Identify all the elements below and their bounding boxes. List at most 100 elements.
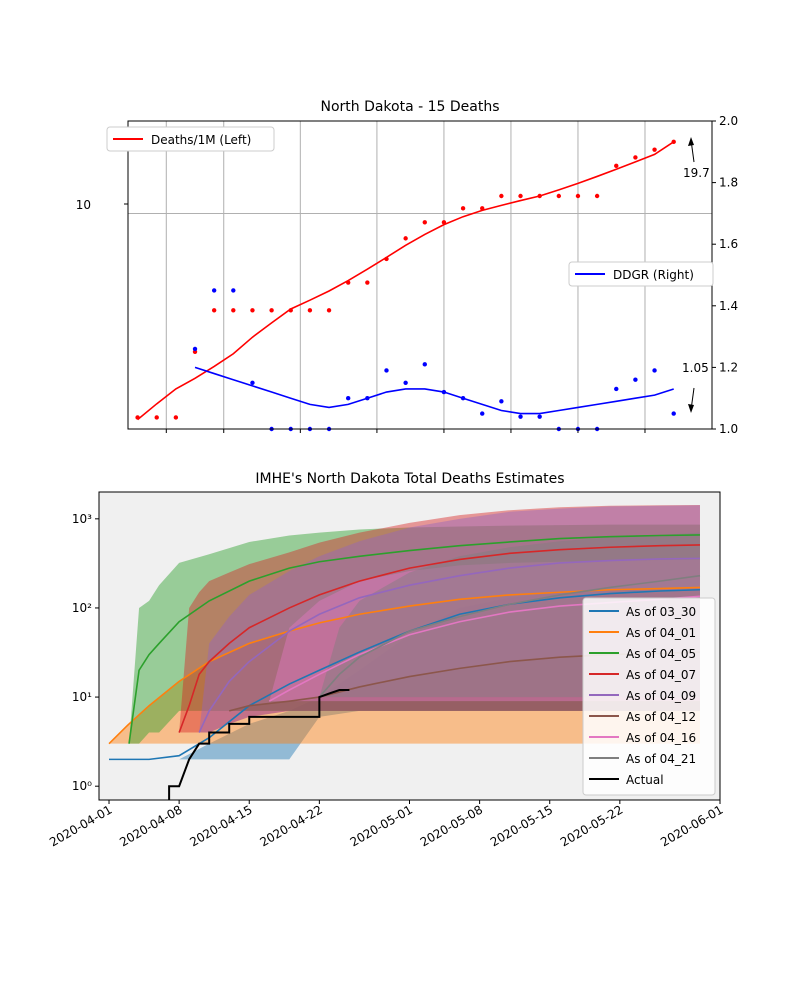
ddgr-point [480, 411, 485, 416]
deaths-point [422, 220, 427, 225]
legend-label: As of 04_05 [626, 647, 696, 661]
ddgr-point [384, 368, 389, 373]
ddgr-point [211, 288, 217, 293]
deaths-point [441, 220, 447, 225]
legend-label: As of 04_07 [626, 668, 696, 682]
top-left-y-ticks: 10 [76, 198, 128, 212]
legend-label: Actual [626, 773, 664, 787]
bottom-chart-title: IMHE's North Dakota Total Deaths Estimat… [255, 471, 564, 487]
ddgr-point [460, 396, 466, 401]
top-right-y-tick-label: 1.4 [719, 299, 738, 313]
ddgr-point [441, 389, 447, 395]
deaths-point [288, 308, 293, 313]
deaths-point [250, 308, 255, 313]
line-as-of-04-09 [198, 557, 700, 733]
legend-label: As of 04_09 [626, 689, 696, 703]
ddgr-point [499, 399, 504, 404]
annotation-ddgr: 1.05 [682, 361, 709, 413]
ddgr-point [652, 368, 657, 373]
deaths-point [460, 206, 466, 211]
bottom-legend-box [582, 597, 716, 796]
bottom-y-tick-label: 10⁰ [72, 779, 92, 793]
deaths-point [269, 308, 274, 313]
annotation-deaths-label: 19.7 [683, 166, 710, 180]
deaths-point [633, 155, 638, 160]
top-right-y-tick-label: 2.0 [719, 114, 738, 128]
top-right-y-tick-label: 1.2 [719, 360, 738, 374]
deaths-point [365, 280, 370, 285]
legend-label: As of 03_30 [626, 605, 696, 619]
deaths-point [480, 206, 485, 211]
deaths-point [518, 193, 523, 199]
deaths-point [403, 236, 408, 241]
deaths-point [499, 193, 504, 199]
ddgr-point [537, 414, 542, 419]
annotation-ddgr-label: 1.05 [682, 361, 709, 375]
ddgr-point [518, 414, 523, 419]
legend-ddgr-label: DDGR (Right) [613, 268, 694, 282]
bottom-y-tick-label: 10² [72, 601, 92, 615]
ddgr-point [365, 396, 370, 401]
ddgr-point [671, 411, 676, 416]
ddgr-point [403, 380, 408, 385]
deaths-point [537, 193, 542, 199]
bottom-y-tick-label: 10³ [72, 512, 92, 526]
top-x-ticks [165, 429, 646, 433]
deaths-point [173, 415, 179, 420]
bottom-y-ticks: 10⁰ 10¹ 10² 10³ [72, 512, 99, 793]
ddgr-point [231, 288, 236, 293]
line-as-of-03-30 [109, 588, 700, 761]
bottom-x-tick-label: 2020-04-22 [257, 802, 324, 849]
bottom-x-tick-label: 2020-05-22 [558, 802, 625, 849]
ddgr-point [192, 346, 198, 352]
bottom-x-tick-label: 2020-05-08 [418, 802, 485, 849]
top-grid [128, 121, 712, 429]
bottom-x-tick-label: 2020-06-01 [658, 802, 725, 849]
deaths-point [231, 308, 236, 313]
legend-label: As of 04_12 [626, 710, 696, 724]
line-as-of-04-05 [128, 534, 700, 744]
top-right-y-tick-label: 1.6 [719, 237, 738, 251]
bottom-y-tick-label: 10¹ [72, 690, 92, 704]
line-as-of-04-21 [318, 574, 701, 698]
legend-label: As of 04_21 [626, 752, 696, 766]
top-right-y-tick-label: 1.0 [719, 422, 738, 436]
bottom-x-tick-label: 2020-04-15 [187, 802, 254, 849]
top-points [135, 139, 676, 432]
deaths-point [211, 308, 217, 313]
top-chart-title: North Dakota - 15 Deaths [320, 99, 499, 115]
annotation-deaths: 19.7 [683, 137, 710, 180]
legend-ddgr: DDGR (Right) [568, 261, 714, 287]
top-right-y-tick-label: 1.8 [719, 176, 738, 190]
bottom-legend: As of 03_30 As of 04_01 As of 04_05 As of 0… [582, 597, 716, 796]
top-chart: North Dakota - 15 Deaths 10 1.0 1.2 1.4 1.6… [76, 99, 738, 436]
deaths-point [135, 415, 140, 420]
ddgr-point [422, 362, 427, 367]
deaths-point [671, 139, 676, 145]
ddgr-point [345, 396, 351, 401]
deaths-point [345, 280, 351, 285]
deaths-point [154, 415, 159, 420]
deaths-point [652, 147, 657, 152]
bottom-x-tick-label: 2020-04-01 [47, 802, 114, 849]
bottom-x-tick-label: 2020-04-08 [117, 802, 184, 849]
legend-label: As of 04_16 [626, 731, 696, 745]
line-as-of-04-07 [178, 544, 700, 733]
deaths-trend-line [137, 141, 675, 421]
bottom-x-tick-label: 2020-05-15 [488, 802, 555, 849]
line-actual [168, 689, 350, 800]
ddgr-point [250, 380, 255, 385]
top-lines [137, 141, 675, 421]
deaths-point [326, 308, 332, 313]
deaths-point [384, 256, 389, 262]
band-as-of-03-30 [109, 587, 700, 760]
bottom-x-ticks: 2020-04-01 2020-04-08 2020-04-15 2020-04-22… [47, 800, 726, 849]
deaths-point [556, 193, 562, 199]
deaths-point [594, 193, 600, 199]
bottom-x-tick-label: 2020-05-01 [348, 802, 415, 849]
legend-deaths: Deaths/1M (Left) [106, 126, 275, 152]
deaths-point [614, 163, 619, 169]
deaths-point [307, 308, 313, 313]
legend-label: As of 04_01 [626, 626, 696, 640]
